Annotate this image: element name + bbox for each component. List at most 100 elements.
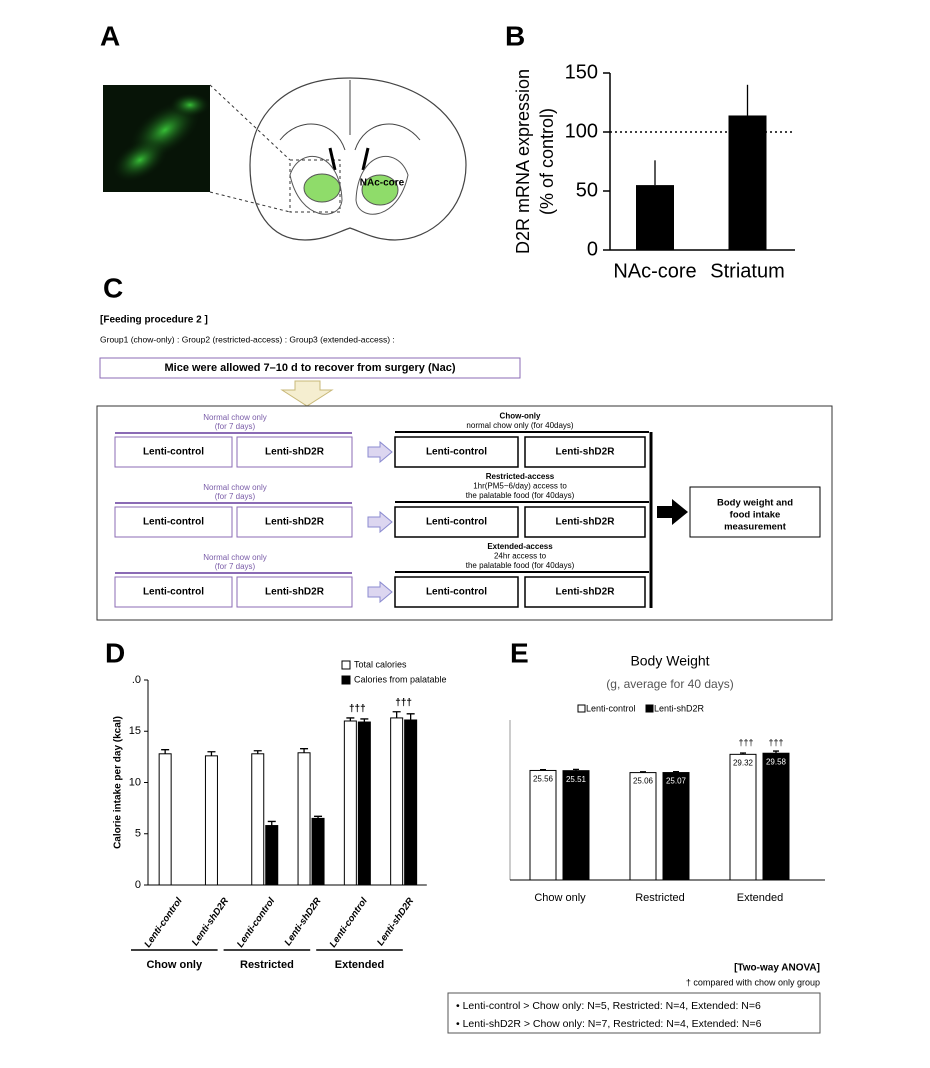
bar xyxy=(636,185,674,250)
post-text: Chow-only xyxy=(500,412,541,421)
y-tick-label: 15 xyxy=(129,725,141,737)
group-label: Extended xyxy=(335,959,385,971)
group-text: Lenti-shD2R xyxy=(265,587,325,598)
group-box xyxy=(236,506,353,538)
error-bar xyxy=(161,749,170,754)
panel-label: D xyxy=(105,637,125,668)
outcome-text: food intake xyxy=(730,510,781,521)
y-tick-label: 0 xyxy=(135,879,141,891)
panel-label: C xyxy=(103,272,123,303)
data-label: 25.06 xyxy=(633,777,654,786)
ventricle xyxy=(328,147,370,171)
error-bar xyxy=(573,768,579,771)
x-tick-label: Lenti-control xyxy=(142,896,185,950)
post-text: normal chow only (for 40days) xyxy=(466,421,573,430)
legend-label: Total calories xyxy=(354,659,407,669)
pre-text: (for 7 days) xyxy=(215,422,256,431)
group-box xyxy=(524,576,646,608)
post-text: the palatable food (for 40days) xyxy=(466,491,575,500)
post-text: 24hr access to xyxy=(494,552,547,561)
bar xyxy=(729,753,757,881)
group-box xyxy=(114,436,233,468)
pre-text: (for 7 days) xyxy=(215,562,256,571)
panel-label: E xyxy=(510,637,529,668)
legend-label: Calories from palatable xyxy=(354,674,447,684)
bar xyxy=(311,817,325,886)
n-box xyxy=(447,992,821,1034)
y-tick-label: 5 xyxy=(135,828,141,840)
bar xyxy=(158,753,172,886)
panel-label: B xyxy=(505,20,525,51)
error-bar xyxy=(673,771,679,773)
group-box xyxy=(524,506,646,538)
bar xyxy=(629,772,657,881)
bar xyxy=(562,770,590,881)
y-axis-label: Calorie intake per day (kcal) xyxy=(113,716,124,849)
error-bar xyxy=(360,718,369,723)
y-axis-label: D2R mRNA expression xyxy=(513,69,533,254)
group-box xyxy=(236,436,353,468)
group-text: Lenti-control xyxy=(426,517,487,528)
group-box xyxy=(394,436,519,468)
zoom-line xyxy=(209,191,291,213)
pre-text: Normal chow only xyxy=(203,553,267,562)
group-list: Group1 (chow-only) : Group2 (restricted-… xyxy=(100,334,395,344)
y-tick-label: 10 xyxy=(129,776,141,788)
group-box xyxy=(236,576,353,608)
recovery-box xyxy=(99,357,521,379)
group-text: Lenti-control xyxy=(143,517,204,528)
bar xyxy=(343,720,357,886)
group-text: Lenti-control xyxy=(143,587,204,598)
annotation: ††† xyxy=(349,704,366,715)
outcome-text: Body weight and xyxy=(717,498,793,509)
group-text: Lenti-control xyxy=(143,447,204,458)
group-box xyxy=(394,506,519,538)
row-arrow xyxy=(367,510,393,534)
test-note: [Two-way ANOVA] xyxy=(734,963,820,974)
legend-swatch xyxy=(577,704,586,713)
y-tick-label: 0 xyxy=(587,238,598,260)
chart-title: Body Weight xyxy=(630,653,709,669)
heading: [Feeding procedure 2 ] xyxy=(100,315,208,326)
nac-core xyxy=(361,174,399,206)
row-arrow xyxy=(367,440,393,464)
group-text: Lenti-shD2R xyxy=(265,517,325,528)
corpus-callosum xyxy=(279,123,421,151)
group-box xyxy=(114,506,233,538)
legend-swatch xyxy=(341,675,351,685)
bar xyxy=(265,825,279,886)
annotation: ††† xyxy=(768,737,783,747)
data-label: 29.32 xyxy=(733,758,754,767)
post-text: Restricted-access xyxy=(486,472,555,481)
error-bar xyxy=(346,717,355,721)
legend-label: Lenti-control xyxy=(586,703,636,713)
data-label: 29.58 xyxy=(766,757,787,766)
group-text: Lenti-control xyxy=(426,447,487,458)
x-tick-label: Chow only xyxy=(534,892,586,904)
x-tick-label: Lenti-shD2R xyxy=(375,896,416,948)
legend-label: Lenti-shD2R xyxy=(654,703,705,713)
down-arrow xyxy=(280,380,334,407)
row-arrow xyxy=(367,580,393,604)
group-text: Lenti-shD2R xyxy=(556,517,616,528)
outcome-box xyxy=(689,486,821,538)
x-tick-label: Extended xyxy=(737,892,783,904)
error-bar xyxy=(392,711,401,718)
error-bar xyxy=(267,820,276,826)
post-text: the palatable food (for 40days) xyxy=(466,561,575,570)
group-text: Lenti-shD2R xyxy=(556,587,616,598)
group-label: Restricted xyxy=(240,959,294,971)
x-tick-label: Restricted xyxy=(635,892,685,904)
group-box xyxy=(114,576,233,608)
x-tick-label: Lenti-control xyxy=(235,896,278,950)
group-text: Lenti-shD2R xyxy=(556,447,616,458)
post-text: Extended-access xyxy=(487,542,553,551)
striatum xyxy=(289,155,409,215)
error-bar xyxy=(640,771,646,773)
error-bar xyxy=(773,750,779,754)
error-bar xyxy=(300,748,309,753)
outcome-text: measurement xyxy=(724,522,787,533)
procedure-box xyxy=(96,405,833,621)
